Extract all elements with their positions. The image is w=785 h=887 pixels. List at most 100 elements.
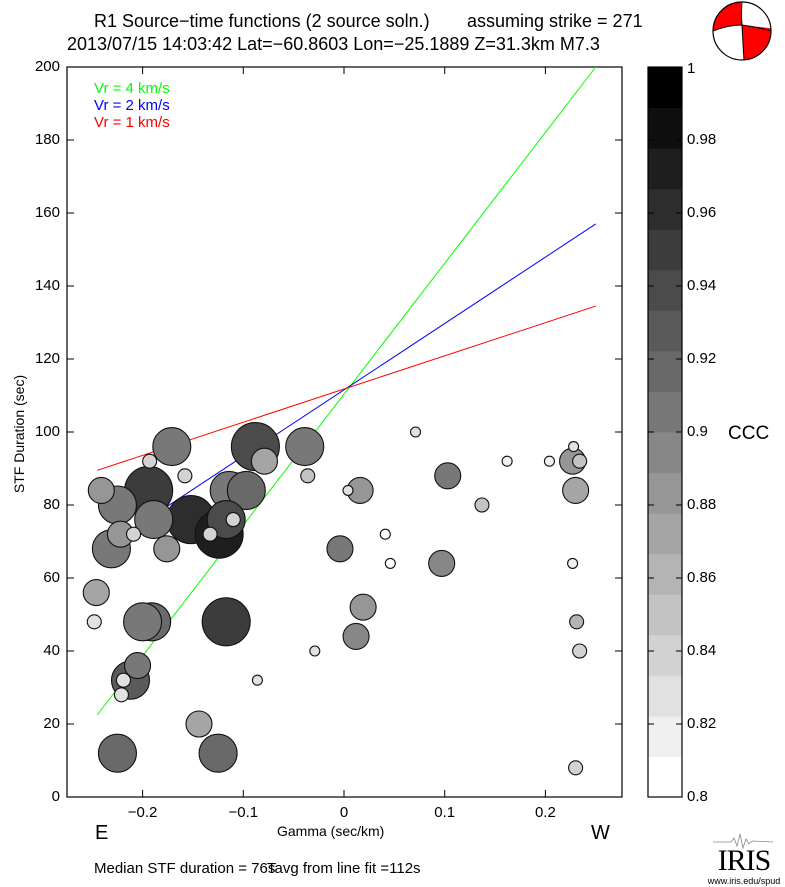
event-info: 2013/07/15 14:03:42 Lat=−60.8603 Lon=−25… — [67, 34, 600, 54]
strike-text: assuming strike = 271 — [467, 11, 643, 31]
colorbar-tick-label: 0.9 — [687, 423, 708, 440]
data-point — [185, 710, 213, 738]
colorbar-tick-label: 0.8 — [687, 788, 708, 805]
data-point — [198, 733, 238, 773]
colorbar-tick-label: 0.88 — [687, 496, 717, 513]
data-point — [342, 622, 370, 650]
colorbar-swatch — [648, 107, 682, 149]
data-point — [134, 500, 174, 540]
colorbar-tick-label: 1 — [687, 60, 696, 77]
data-point — [97, 733, 137, 773]
colorbar-swatch — [648, 472, 682, 514]
data-point — [342, 484, 354, 496]
y-tick-label: 160 — [34, 204, 60, 221]
y-tick-label: 200 — [34, 58, 60, 75]
colorbar-swatch — [648, 675, 682, 717]
data-point — [501, 455, 513, 467]
vr-line-0 — [96, 66, 597, 716]
x-tick-label: 0.1 — [434, 804, 456, 821]
beachball-icon — [712, 1, 772, 61]
beachball-quadrant-nw — [713, 2, 742, 31]
direction-east: E — [95, 822, 109, 844]
data-point — [428, 549, 456, 577]
y-tick-label: 0 — [51, 788, 60, 805]
colorbar-tick-label: 0.84 — [687, 642, 717, 659]
legend-vr2: Vr = 2 km/s — [94, 97, 170, 114]
legend-vr4: Vr = 4 km/s — [94, 80, 170, 97]
data-point — [309, 645, 321, 657]
data-point — [562, 476, 590, 504]
data-point — [201, 597, 251, 647]
y-tick-label: 60 — [43, 569, 60, 586]
data-point — [113, 687, 130, 703]
data-point — [572, 643, 588, 659]
colorbar-swatch — [648, 269, 682, 311]
chart-title: R1 Source−time functions (2 source soln.… — [94, 11, 430, 31]
x-tick-label: 0 — [339, 804, 349, 821]
colorbar-swatch — [648, 553, 682, 595]
colorbar-swatch — [648, 756, 682, 798]
data-point — [409, 426, 422, 438]
colorbar-swatch — [648, 634, 682, 676]
data-point — [300, 468, 316, 484]
colorbar-swatch — [648, 594, 682, 636]
data-point — [349, 593, 377, 621]
iris-logo-text: IRIS — [717, 844, 772, 877]
colorbar-swatch — [648, 229, 682, 271]
data-point — [285, 427, 325, 467]
data-point — [226, 470, 266, 510]
data-point — [384, 557, 396, 569]
colorbar-swatch — [648, 148, 682, 190]
data-point — [379, 528, 391, 540]
data-point — [568, 760, 584, 776]
colorbar-swatch — [648, 391, 682, 433]
data-point — [251, 674, 263, 686]
data-point — [152, 427, 192, 467]
data-point — [543, 455, 555, 467]
y-tick-label: 20 — [43, 715, 60, 732]
y-tick-label: 140 — [34, 277, 60, 294]
direction-west: W — [591, 822, 610, 844]
y-tick-label: 180 — [34, 131, 60, 148]
data-point — [177, 468, 193, 484]
data-point — [474, 497, 490, 513]
colorbar-swatch — [648, 310, 682, 352]
data-point — [124, 652, 152, 680]
data-point — [86, 614, 102, 630]
plot-frame — [66, 66, 623, 798]
y-axis-title: STF Duration (sec) — [11, 374, 27, 494]
data-point — [568, 441, 580, 453]
colorbar-tick-label: 0.92 — [687, 350, 717, 367]
colorbar-swatch — [648, 188, 682, 230]
colorbar-tick-label: 0.82 — [687, 715, 717, 732]
colorbar-swatch — [648, 67, 682, 109]
colorbar-title: CCC — [728, 423, 770, 444]
data-point — [572, 453, 588, 469]
data-point — [434, 462, 462, 490]
tavg-text: Tavg from line fit =112s — [267, 860, 421, 877]
data-point — [569, 614, 585, 630]
data-point — [153, 535, 181, 563]
x-axis-title: Gamma (sec/km) — [277, 823, 385, 839]
iris-logo: IRIS www.iris.edu/spud — [703, 830, 785, 887]
y-tick-label: 120 — [34, 350, 60, 367]
x-tick-label: 0.2 — [534, 804, 556, 821]
colorbar-tick-label: 0.98 — [687, 131, 717, 148]
seismogram-icon — [713, 833, 774, 850]
colorbar-swatch — [648, 715, 682, 757]
x-tick-label: −0.1 — [228, 804, 259, 821]
data-point — [115, 672, 132, 688]
data-point — [567, 557, 579, 569]
colorbar-swatch — [648, 513, 682, 555]
iris-logo-url: www.iris.edu/spud — [707, 876, 781, 886]
colorbar-tick-label: 0.86 — [687, 569, 717, 586]
beachball-quadrant-se — [742, 25, 771, 60]
colorbar-swatch — [648, 432, 682, 474]
data-point — [87, 476, 115, 504]
legend-vr1: Vr = 1 km/s — [94, 114, 170, 131]
data-point — [142, 453, 158, 469]
data-point — [82, 579, 110, 607]
data-point — [250, 447, 278, 475]
colorbar-tick-label: 0.94 — [687, 277, 717, 294]
